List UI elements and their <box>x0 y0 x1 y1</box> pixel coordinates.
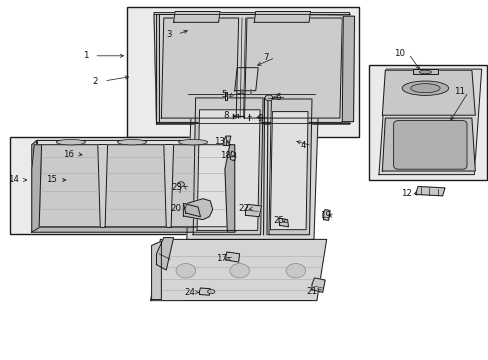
Polygon shape <box>224 145 234 232</box>
Polygon shape <box>193 98 263 235</box>
Polygon shape <box>154 13 349 124</box>
Polygon shape <box>382 118 474 171</box>
Polygon shape <box>230 151 235 161</box>
FancyBboxPatch shape <box>127 7 359 137</box>
FancyBboxPatch shape <box>368 65 486 180</box>
Polygon shape <box>311 278 325 292</box>
Polygon shape <box>224 92 227 100</box>
Ellipse shape <box>56 140 85 145</box>
Polygon shape <box>150 239 326 301</box>
Text: 10: 10 <box>394 49 405 58</box>
Polygon shape <box>254 12 310 22</box>
Polygon shape <box>156 238 173 270</box>
Text: 13: 13 <box>213 136 224 145</box>
Text: 7: 7 <box>263 53 269 62</box>
Polygon shape <box>278 218 288 227</box>
Text: 4: 4 <box>300 141 305 150</box>
Text: 5: 5 <box>221 90 226 99</box>
Polygon shape <box>32 140 239 232</box>
Text: 22: 22 <box>238 204 248 213</box>
Text: 21: 21 <box>306 287 317 296</box>
Polygon shape <box>186 94 318 239</box>
Polygon shape <box>382 70 474 115</box>
Ellipse shape <box>178 140 207 145</box>
Text: 1: 1 <box>82 51 88 60</box>
Ellipse shape <box>418 70 431 74</box>
Text: 9: 9 <box>257 113 262 122</box>
Polygon shape <box>412 69 437 74</box>
Polygon shape <box>224 136 230 145</box>
Polygon shape <box>244 18 342 118</box>
Polygon shape <box>156 14 159 122</box>
Text: 18: 18 <box>220 151 231 160</box>
Text: 19: 19 <box>319 211 330 220</box>
Polygon shape <box>32 145 41 232</box>
Text: 25: 25 <box>273 216 284 225</box>
Circle shape <box>230 157 235 160</box>
Polygon shape <box>32 228 239 232</box>
Polygon shape <box>199 288 210 295</box>
Polygon shape <box>225 252 239 262</box>
Polygon shape <box>234 68 258 91</box>
Polygon shape <box>151 241 161 300</box>
FancyBboxPatch shape <box>393 121 466 169</box>
Text: 23: 23 <box>171 183 182 192</box>
Polygon shape <box>161 18 238 118</box>
Text: 14: 14 <box>8 175 19 184</box>
Text: 6: 6 <box>274 93 280 102</box>
Polygon shape <box>268 99 311 235</box>
Ellipse shape <box>207 289 214 294</box>
Text: 15: 15 <box>46 175 57 184</box>
Polygon shape <box>270 112 307 230</box>
Text: 17: 17 <box>215 254 226 263</box>
Polygon shape <box>154 14 349 122</box>
Text: 3: 3 <box>165 30 171 39</box>
Circle shape <box>285 264 305 278</box>
Text: 20: 20 <box>170 204 181 213</box>
Polygon shape <box>39 145 100 227</box>
Polygon shape <box>378 69 481 175</box>
Circle shape <box>177 182 184 187</box>
Circle shape <box>264 95 272 101</box>
Polygon shape <box>173 12 220 22</box>
Polygon shape <box>171 145 232 227</box>
Polygon shape <box>197 110 260 230</box>
Text: 8: 8 <box>223 111 228 120</box>
Ellipse shape <box>401 81 448 95</box>
Ellipse shape <box>410 84 439 93</box>
Polygon shape <box>183 199 212 220</box>
FancyBboxPatch shape <box>10 137 254 234</box>
Text: 12: 12 <box>401 189 411 198</box>
Text: 16: 16 <box>63 150 74 158</box>
Text: 11: 11 <box>453 87 464 96</box>
Polygon shape <box>415 186 444 196</box>
Text: 2: 2 <box>92 77 98 85</box>
Text: 24: 24 <box>184 288 195 297</box>
Ellipse shape <box>117 140 146 145</box>
Polygon shape <box>322 210 329 220</box>
Circle shape <box>176 264 195 278</box>
Polygon shape <box>32 140 37 232</box>
Polygon shape <box>245 204 261 217</box>
Polygon shape <box>342 16 354 122</box>
Polygon shape <box>37 140 239 144</box>
Polygon shape <box>105 145 166 227</box>
Circle shape <box>229 264 249 278</box>
Polygon shape <box>183 203 200 217</box>
